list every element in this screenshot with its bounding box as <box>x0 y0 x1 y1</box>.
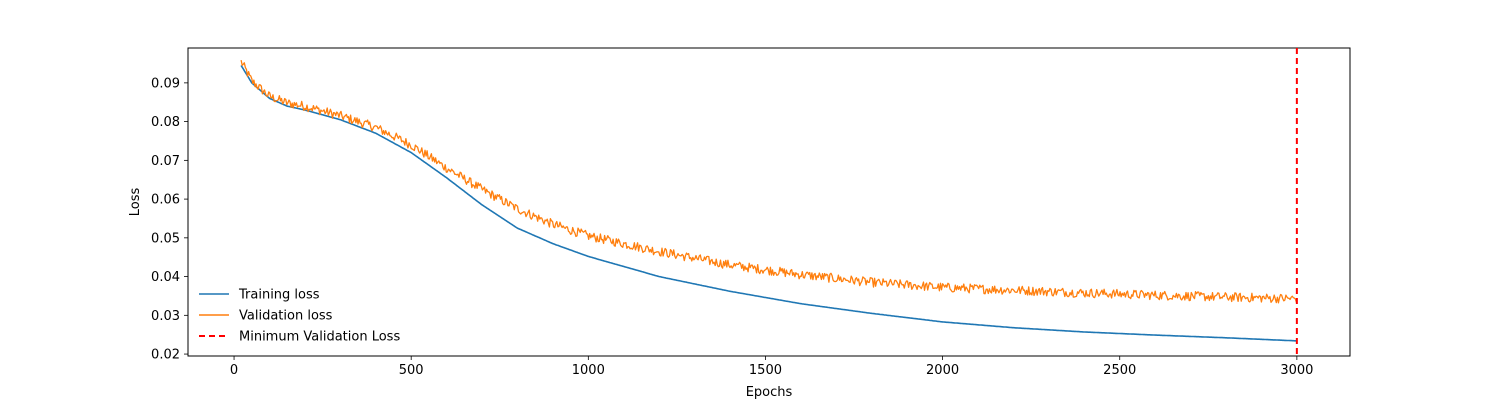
y-tick-label: 0.04 <box>151 270 180 285</box>
training-loss-line <box>240 64 1297 342</box>
y-tick-label: 0.09 <box>151 76 180 91</box>
x-tick-label: 3000 <box>1280 363 1313 378</box>
y-tick-label: 0.07 <box>151 154 180 169</box>
x-tick-label: 2500 <box>1103 363 1136 378</box>
x-axis-label: Epochs <box>746 385 793 400</box>
y-tick-label: 0.02 <box>151 348 180 363</box>
x-axis-ticks: 0 500 1000 1500 2000 2500 3000 <box>230 356 1313 378</box>
x-tick-label: 2000 <box>926 363 959 378</box>
x-tick-label: 1500 <box>749 363 782 378</box>
legend: Training loss Validation loss Minimum Vali… <box>199 288 400 345</box>
plot-frame <box>187 47 1351 357</box>
x-tick-label: 1000 <box>572 363 605 378</box>
y-tick-label: 0.08 <box>151 115 180 130</box>
legend-label: Validation loss <box>239 309 333 324</box>
y-tick-label: 0.05 <box>151 231 180 246</box>
validation-loss-line <box>240 59 1298 304</box>
x-tick-label: 500 <box>399 363 424 378</box>
y-axis-label: Loss <box>128 188 143 217</box>
legend-label: Training loss <box>238 288 320 303</box>
x-tick-label: 0 <box>230 363 238 378</box>
y-tick-label: 0.03 <box>151 309 180 324</box>
legend-label: Minimum Validation Loss <box>239 330 400 345</box>
y-tick-label: 0.06 <box>151 193 180 208</box>
y-axis-ticks: 0.02 0.03 0.04 0.05 0.06 0.07 0.08 0.09 <box>151 76 188 363</box>
